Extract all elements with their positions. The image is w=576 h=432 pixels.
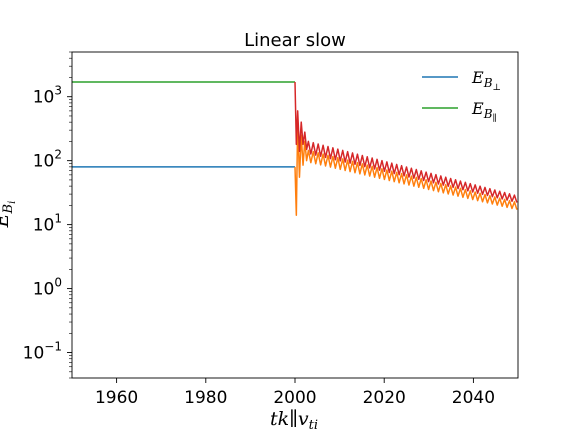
- series-line-2: [294, 121, 518, 217]
- x-tick-label-3: 2020: [363, 388, 406, 408]
- y-tick-label-3: 102: [33, 148, 62, 172]
- legend: EB⊥ EB∥: [422, 68, 501, 124]
- x-tick-label-0: 1960: [95, 388, 138, 408]
- x-axis-label: tk∥vti: [270, 408, 318, 432]
- x-axis: 1960 1980 2000 2020 2040: [95, 378, 495, 408]
- x-tick-label-4: 2040: [452, 388, 495, 408]
- y-axis-label-subsub: i: [7, 201, 18, 204]
- x-axis-label-sub: ti: [309, 418, 318, 432]
- chart-title: Linear slow: [244, 30, 346, 51]
- y-tick-label-4: 103: [33, 84, 62, 108]
- y-tick-label-1: 100: [33, 276, 62, 300]
- y-axis: 10−1 100 101 102 103: [23, 51, 72, 379]
- legend-label-0: EB⊥: [471, 68, 501, 93]
- x-tick-label-1: 1980: [184, 388, 227, 408]
- series-layer: [72, 81, 518, 217]
- y-axis-label-sub: B: [1, 204, 16, 215]
- y-tick-label-0: 10−1: [23, 340, 62, 364]
- x-tick-label-2: 2000: [273, 388, 316, 408]
- y-tick-label-2: 101: [33, 212, 62, 236]
- legend-label-1: EB∥: [471, 99, 497, 124]
- y-axis-label: EBi: [0, 201, 18, 229]
- series-line-3: [294, 81, 518, 203]
